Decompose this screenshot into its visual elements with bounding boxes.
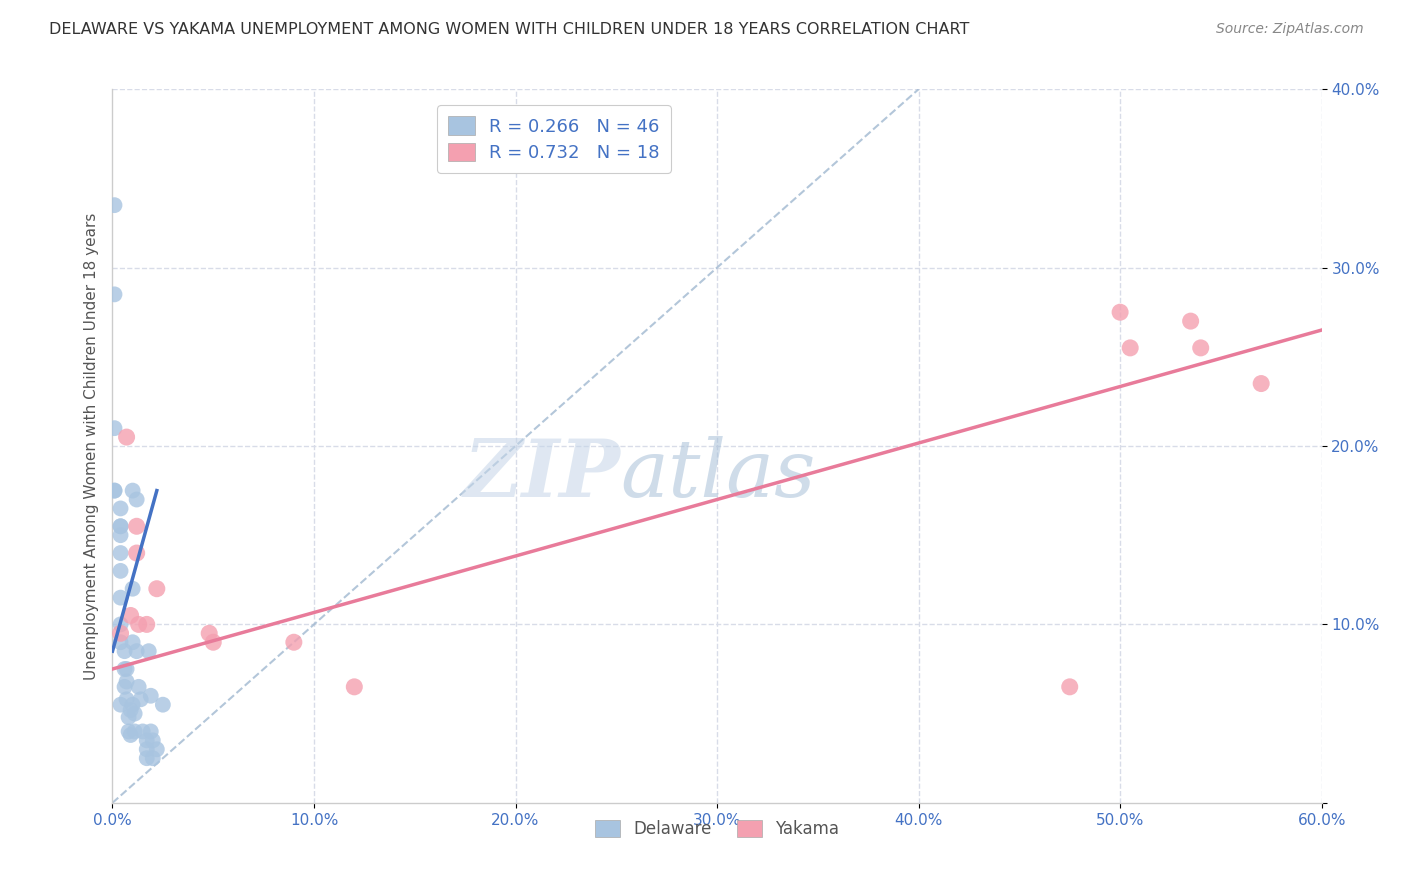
Point xyxy=(142,733,165,747)
Text: DELAWARE VS YAKAMA UNEMPLOYMENT AMONG WOMEN WITH CHILDREN UNDER 18 YEARS CORRELA: DELAWARE VS YAKAMA UNEMPLOYMENT AMONG WO… xyxy=(49,22,970,37)
Text: atlas: atlas xyxy=(620,436,815,513)
Point xyxy=(115,430,138,444)
Point xyxy=(135,751,157,765)
Point xyxy=(125,644,148,658)
Legend: Delaware, Yakama: Delaware, Yakama xyxy=(588,813,846,845)
Point xyxy=(120,728,142,742)
Point xyxy=(121,582,143,596)
Point xyxy=(132,724,155,739)
Point xyxy=(115,674,138,689)
Point xyxy=(128,680,150,694)
Point xyxy=(103,287,125,301)
Point xyxy=(117,710,139,724)
Point xyxy=(146,742,169,756)
Point xyxy=(125,546,148,560)
Point xyxy=(110,546,132,560)
Point xyxy=(103,421,125,435)
Point xyxy=(110,519,132,533)
Point xyxy=(1119,341,1142,355)
Point xyxy=(121,483,143,498)
Point xyxy=(125,519,148,533)
Point xyxy=(110,528,132,542)
Point xyxy=(115,692,138,706)
Text: ZIP: ZIP xyxy=(464,436,620,513)
Point xyxy=(1189,341,1212,355)
Point xyxy=(120,703,142,717)
Y-axis label: Unemployment Among Women with Children Under 18 years: Unemployment Among Women with Children U… xyxy=(83,212,98,680)
Point xyxy=(125,492,148,507)
Point xyxy=(124,706,146,721)
Point xyxy=(115,662,138,676)
Point xyxy=(120,608,142,623)
Point xyxy=(1059,680,1081,694)
Point xyxy=(139,724,162,739)
Point xyxy=(202,635,225,649)
Point xyxy=(128,617,150,632)
Point xyxy=(110,591,132,605)
Point xyxy=(103,483,125,498)
Point xyxy=(138,644,160,658)
Point xyxy=(110,698,132,712)
Point xyxy=(1109,305,1132,319)
Point xyxy=(129,692,152,706)
Point xyxy=(124,724,146,739)
Point xyxy=(283,635,305,649)
Point xyxy=(198,626,221,640)
Point xyxy=(1250,376,1272,391)
Point xyxy=(135,742,157,756)
Point xyxy=(114,644,136,658)
Point xyxy=(103,198,125,212)
Point xyxy=(135,733,157,747)
Point xyxy=(103,483,125,498)
Point xyxy=(110,564,132,578)
Point xyxy=(110,519,132,533)
Point xyxy=(343,680,366,694)
Point xyxy=(121,635,143,649)
Point xyxy=(139,689,162,703)
Point xyxy=(110,635,132,649)
Point xyxy=(114,680,136,694)
Point xyxy=(142,751,165,765)
Point xyxy=(146,582,169,596)
Point xyxy=(110,626,132,640)
Point xyxy=(110,617,132,632)
Point xyxy=(1180,314,1202,328)
Text: Source: ZipAtlas.com: Source: ZipAtlas.com xyxy=(1216,22,1364,37)
Point xyxy=(152,698,174,712)
Point xyxy=(117,724,139,739)
Point xyxy=(110,501,132,516)
Point xyxy=(121,698,143,712)
Point xyxy=(135,617,157,632)
Point xyxy=(114,662,136,676)
